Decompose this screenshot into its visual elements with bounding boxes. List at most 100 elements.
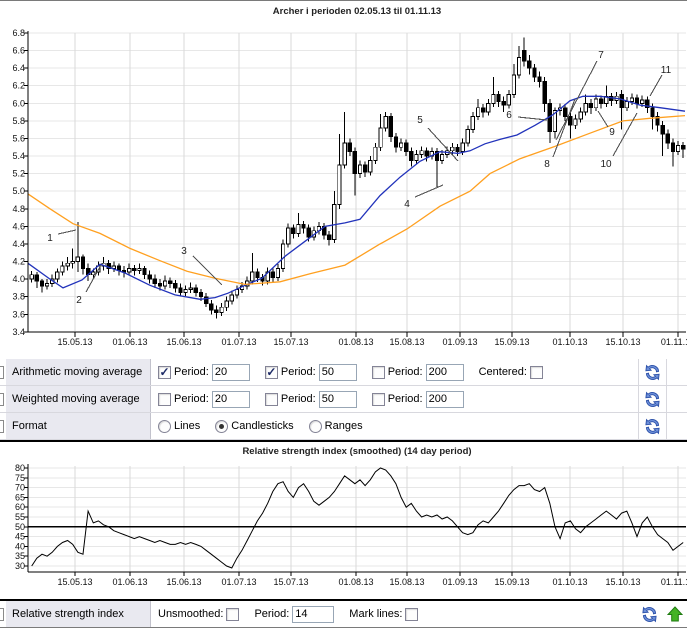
section-divider — [0, 599, 687, 601]
period-200-input[interactable] — [425, 363, 464, 381]
period-50-checkbox[interactable]: ✓ — [264, 365, 278, 379]
candle — [65, 262, 70, 267]
period-200-checkbox[interactable] — [371, 392, 385, 406]
annotation-6: 6 — [506, 110, 548, 121]
period-200-input[interactable] — [425, 390, 464, 408]
candle — [604, 95, 609, 104]
mark-lines-checkbox[interactable] — [405, 607, 419, 621]
row-label-rsi: Relative strength index — [6, 601, 151, 627]
candle — [219, 306, 224, 313]
row-edge-checkbox[interactable] — [0, 419, 6, 433]
svg-text:3.8: 3.8 — [12, 292, 25, 302]
price-chart-panel: 6.8 6.6 6.4 6.2 6.0 5.8 5.6 5.4 5.2 5.0 4.8 4.6 4.4 4… — [0, 1, 687, 359]
period-50-checkbox[interactable] — [264, 392, 278, 406]
refresh-icon — [645, 364, 660, 380]
partial-checkbox[interactable] — [0, 392, 4, 406]
partial-checkbox[interactable] — [0, 607, 4, 621]
candle — [255, 271, 260, 278]
green-up-arrow-icon — [667, 606, 683, 622]
svg-text:75: 75 — [15, 473, 25, 483]
svg-text:60: 60 — [15, 502, 25, 512]
rsi-period-input[interactable] — [292, 605, 335, 623]
unsmoothed-checkbox[interactable] — [226, 607, 240, 621]
row-label-text: Arithmetic moving average — [12, 366, 143, 378]
row-edge-checkbox[interactable] — [0, 607, 6, 621]
radio-lines[interactable] — [158, 419, 171, 433]
svg-text:15.08.13: 15.08.13 — [389, 337, 424, 347]
candle — [291, 227, 296, 234]
candle — [542, 80, 547, 104]
period-20-checkbox[interactable]: ✓ — [158, 365, 171, 379]
candle — [80, 256, 86, 270]
refresh-icon — [645, 391, 660, 407]
svg-text:6.2: 6.2 — [12, 81, 25, 91]
period-50-input[interactable] — [318, 363, 357, 381]
row-edge-checkbox[interactable] — [0, 365, 6, 379]
refresh-format-button[interactable] — [638, 413, 667, 439]
candle — [598, 98, 604, 104]
format-controls: Lines Candlesticks Ranges — [151, 413, 638, 439]
radio-candlesticks[interactable] — [215, 419, 229, 433]
partial-checkbox[interactable] — [0, 365, 4, 379]
centered-label: Centered: — [478, 366, 527, 378]
radio-ranges[interactable] — [308, 419, 322, 433]
price-chart: 6.8 6.6 6.4 6.2 6.0 5.8 5.6 5.4 5.2 5.0 4.8 4.6 4.4 4… — [12, 6, 687, 347]
svg-text:9: 9 — [609, 127, 615, 138]
candle — [470, 116, 476, 131]
candle — [414, 153, 419, 161]
rsi-control-bar: Relative strength index Unsmoothed: Peri… — [0, 601, 687, 628]
svg-text:1: 1 — [47, 233, 53, 244]
candle — [203, 296, 209, 305]
candlesticks — [29, 37, 686, 319]
row-edge-checkbox[interactable] — [0, 392, 6, 406]
candle — [250, 271, 255, 282]
move-up-button[interactable] — [663, 606, 687, 622]
svg-text:4.8: 4.8 — [12, 204, 25, 214]
partial-checkbox[interactable] — [0, 419, 4, 433]
candle — [301, 224, 306, 229]
svg-text:11: 11 — [661, 65, 672, 76]
arithmetic-ma-controls: ✓Period:✓Period:Period:Centered: — [151, 359, 638, 385]
candle — [634, 97, 640, 104]
candle — [660, 124, 665, 135]
rsi-line — [31, 467, 684, 569]
rsi-chart-panel: 80 75 70 65 60 55 50 45 40 35 30 15.05.13 01.06.13 15… — [0, 442, 687, 599]
period-20-input[interactable] — [211, 390, 250, 408]
period-label: Period: — [174, 393, 209, 405]
svg-text:01.06.13: 01.06.13 — [112, 337, 147, 347]
row-label-text: Relative strength index — [12, 608, 124, 620]
period-200-checkbox[interactable] — [371, 365, 385, 379]
candle — [75, 256, 81, 262]
refresh-rsi-button[interactable] — [636, 601, 663, 627]
candle — [132, 268, 137, 271]
svg-text:40: 40 — [15, 541, 25, 551]
centered-checkbox[interactable] — [529, 365, 543, 379]
candle — [306, 227, 311, 238]
format-option: Candlesticks — [215, 419, 296, 433]
svg-text:2: 2 — [76, 295, 82, 306]
refresh-weighted-button[interactable] — [638, 386, 667, 412]
svg-text:Archer i perioden 02.05.13 til: Archer i perioden 02.05.13 til 01.11.13 — [273, 6, 441, 17]
candle — [593, 98, 599, 109]
candle — [516, 57, 522, 76]
candle — [142, 268, 147, 276]
candle — [127, 268, 132, 273]
format-option-label: Candlesticks — [231, 420, 294, 432]
candle — [675, 145, 681, 153]
svg-text:10: 10 — [600, 159, 612, 170]
candle — [645, 99, 650, 109]
period-20-checkbox[interactable] — [158, 392, 171, 406]
svg-text:3: 3 — [181, 246, 187, 257]
candle — [342, 142, 347, 166]
svg-text:80: 80 — [15, 463, 25, 473]
period-20-input[interactable] — [211, 363, 250, 381]
candle — [168, 280, 173, 284]
candle — [522, 50, 527, 62]
svg-text:15.10.13: 15.10.13 — [605, 577, 640, 587]
candle — [496, 94, 501, 103]
svg-text:15.05.13: 15.05.13 — [57, 337, 92, 347]
period-50-input[interactable] — [318, 390, 357, 408]
refresh-arithmetic-button[interactable] — [638, 359, 667, 385]
candle — [296, 224, 301, 234]
